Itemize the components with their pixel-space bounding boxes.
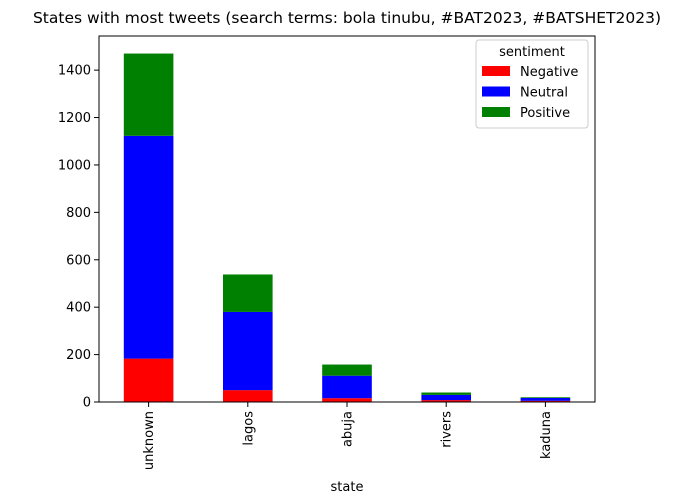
bar-abuja-neutral (322, 375, 372, 399)
chart-title: States with most tweets (search terms: b… (33, 9, 661, 27)
plot-frame (98, 35, 596, 403)
y-tick-label: 1000 (58, 158, 91, 173)
bar-unknown-negative (123, 358, 174, 402)
bar-lagos-neutral (223, 311, 273, 391)
y-tick-label: 400 (66, 301, 91, 316)
x-axis-title: state (331, 480, 364, 495)
legend-swatch-negative (482, 66, 510, 76)
legend: sentiment Negative Neutral Positive (475, 39, 589, 129)
x-tick-label-kaduna: kaduna (539, 411, 554, 459)
bar-unknown-neutral (123, 135, 174, 359)
legend-entries: Negative Neutral Positive (482, 65, 578, 121)
bar-kaduna-negative (520, 400, 571, 402)
bar-rivers-positive (421, 392, 471, 395)
bar-rivers-neutral (421, 394, 471, 401)
x-tick-label-abuja: abuja (341, 411, 356, 447)
y-tick-label: 600 (66, 253, 91, 268)
x-tick-label-lagos: lagos (241, 411, 256, 446)
y-tick-label: 200 (66, 348, 91, 363)
y-tick-label: 1400 (58, 64, 91, 79)
bar-abuja-positive (322, 364, 372, 376)
legend-label-neutral: Neutral (520, 86, 568, 101)
legend-box (475, 39, 589, 129)
bar-lagos-positive (223, 274, 273, 312)
x-tick-label-rivers: rivers (440, 411, 455, 448)
y-tick-label: 1200 (58, 111, 91, 126)
bar-rivers-negative (421, 400, 471, 402)
bar-abuja-negative (322, 398, 372, 402)
y-tick-label: 800 (66, 206, 91, 221)
legend-label-positive: Positive (520, 106, 570, 121)
legend-label-negative: Negative (520, 65, 578, 80)
y-axis: 0 200 400 600 800 1000 1200 1400 (58, 64, 99, 411)
bars-layer (123, 53, 571, 402)
y-tick-label: 0 (83, 396, 91, 411)
x-axis: unknown lagos abuja rivers kaduna (142, 402, 554, 470)
legend-swatch-neutral (482, 86, 510, 97)
bar-unknown-positive (123, 53, 174, 136)
x-tick-label-unknown: unknown (142, 411, 157, 470)
legend-swatch-positive (482, 107, 510, 117)
bar-kaduna-positive (520, 397, 571, 398)
bar-lagos-negative (223, 390, 273, 402)
bar-kaduna-neutral (520, 397, 571, 401)
legend-title: sentiment (499, 45, 565, 60)
